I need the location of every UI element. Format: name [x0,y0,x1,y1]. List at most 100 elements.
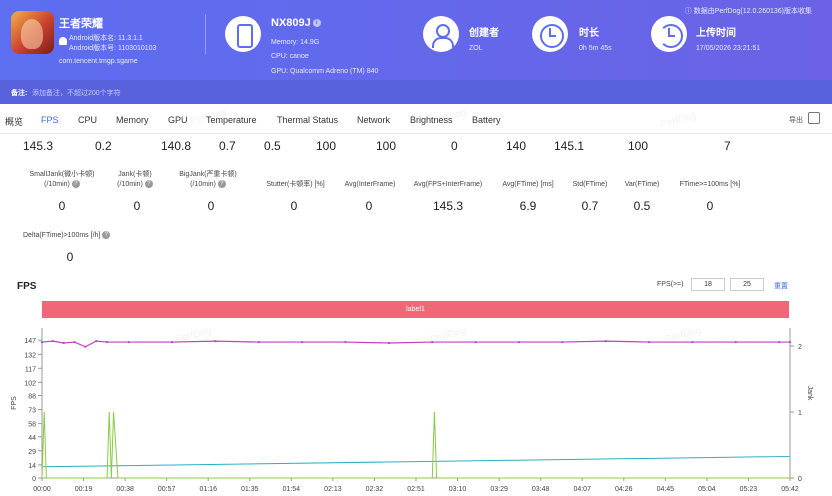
x-tick-label: 05:42 [781,486,799,493]
x-tick-label: 00:57 [158,486,176,493]
app-name: 王者荣耀 [59,18,103,30]
phone-icon [225,16,261,52]
note-bar: 备注: 添加备注，不超过200个字符 [0,80,832,104]
device-name: NX809J i [271,17,321,29]
help-icon[interactable]: ? [217,180,226,189]
top-value: 0.2 [95,139,112,153]
tab-battery[interactable]: Battery [472,115,501,125]
top-value: 0 [451,139,458,153]
fps-point [257,340,260,344]
tab-thermal-status[interactable]: Thermal Status [277,115,339,125]
y-tick-label: 117 [25,366,36,373]
user-icon [423,16,459,52]
y-tick-label: 58 [28,422,36,429]
y-tick-label: 29 [28,449,36,456]
metric-value: 0 [66,250,74,264]
android-version: Android版本名: 11.3.1.1 [69,35,143,42]
tab-cpu[interactable]: CPU [78,115,98,125]
x-tick-label: 05:04 [698,486,716,493]
x-tick-label: 04:26 [615,486,633,493]
fps-point [387,341,390,345]
package-name: com.tencent.tmgp.sgame [59,58,138,65]
metric-value: 0 [58,199,66,213]
fps-point [517,340,521,344]
top-value: 100 [628,139,649,153]
fps-point [84,345,87,348]
tab-bar: 概览 FPS CPU Memory GPU Temperature Therma… [0,104,832,134]
y-right-tick-label: 1 [798,410,802,417]
device-cpu: CPU: canoe [271,53,309,60]
metric-label-bigjank: BigJank(严重卡顿) (/10min) ? [179,171,237,189]
fps-point [647,340,651,344]
tab-temperature[interactable]: Temperature [206,115,257,125]
chart-title: FPS [17,281,37,292]
fps-point [95,340,98,343]
x-tick-label: 03:10 [449,486,467,493]
fps-point [344,340,347,344]
fps-threshold-input-2[interactable]: 25 [730,278,764,291]
metric-label-stutter: Stutter(卡顿率) [%] [266,181,325,188]
note-label: 备注: [11,90,28,97]
top-value: 140 [506,139,527,153]
fps-point [431,340,434,344]
y-tick-label: 102 [24,380,36,387]
top-value: 0.7 [219,139,236,153]
metric-value: 0 [133,199,141,213]
metric-value: 0 [365,199,373,213]
fps-point [73,340,76,344]
reset-button[interactable]: 重置 [774,283,788,290]
duration-value: 0h 5m 45s [579,45,612,52]
fps-threshold-input-1[interactable]: 18 [691,278,725,291]
fps-chart[interactable]: 0 14 29 44 58 73 88 102 117 132 147 0 1 2 FPS Jank 00:00… [0,320,832,496]
fps-point [40,340,44,344]
upload-label: 上传时间 [696,28,736,39]
jank-line [41,411,790,479]
y-right-tick-label: 2 [798,344,802,351]
metric-value: 145.3 [432,199,464,213]
fps-point [604,340,607,343]
label-bar[interactable]: label1 [42,301,789,318]
tab-brightness[interactable]: Brightness [410,115,453,125]
note-input[interactable]: 添加备注，不超过200个字符 [32,90,121,97]
x-tick-label: 04:45 [657,486,675,493]
export-icon[interactable] [808,112,820,124]
top-value: 145.1 [554,139,585,153]
report-header: 王者荣耀 Android版本名: 11.3.1.1 Android版本号: 11… [0,0,832,80]
tab-network[interactable]: Network [357,115,391,125]
y-tick-label: 147 [24,338,36,345]
tab-memory[interactable]: Memory [116,115,149,125]
metric-label-avg-fps-interframe: Avg(FPS+InterFrame) [413,181,483,188]
x-tick-label: 01:16 [199,486,217,493]
metric-value: 6.9 [519,199,537,213]
fps-point [691,340,694,344]
y-tick-label: 73 [28,408,36,415]
export-button[interactable]: 导出 [789,117,803,124]
tab-fps[interactable]: FPS [41,115,59,125]
x-tick-label: 01:35 [241,486,259,493]
x-tick-label: 03:29 [490,486,508,493]
help-icon[interactable]: ? [144,180,153,189]
info-icon[interactable]: i [312,19,321,28]
metric-value: 0.5 [633,199,651,213]
metric-label-ftime-100: FTime>=100ms [%] [679,181,741,188]
top-value: 100 [376,139,397,153]
metric-value: 0.7 [581,199,599,213]
metric-value: 0 [207,199,215,213]
device-gpu: GPU: Qualcomm Adreno (TM) 840 [271,68,379,75]
upload-value: 17/05/2026 23:21:51 [696,45,761,52]
fps-point [734,340,737,344]
y-right-axis-label: Jank [806,386,813,401]
fps-point [51,340,54,343]
y-tick-label: 14 [28,463,36,470]
header-divider [205,14,206,54]
y-tick-label: 44 [28,435,36,442]
tab-gpu[interactable]: GPU [168,115,188,125]
top-value: 100 [316,139,337,153]
fps-point [474,340,477,344]
metric-label-jank: Jank(卡顿) (/10min) ? [117,171,153,189]
help-icon[interactable]: ? [71,180,80,189]
help-icon[interactable]: ? [102,231,111,240]
y-tick-label: 88 [28,394,36,401]
y-tick-label: 132 [24,352,36,359]
tab-overview[interactable]: 概览 [5,117,24,127]
